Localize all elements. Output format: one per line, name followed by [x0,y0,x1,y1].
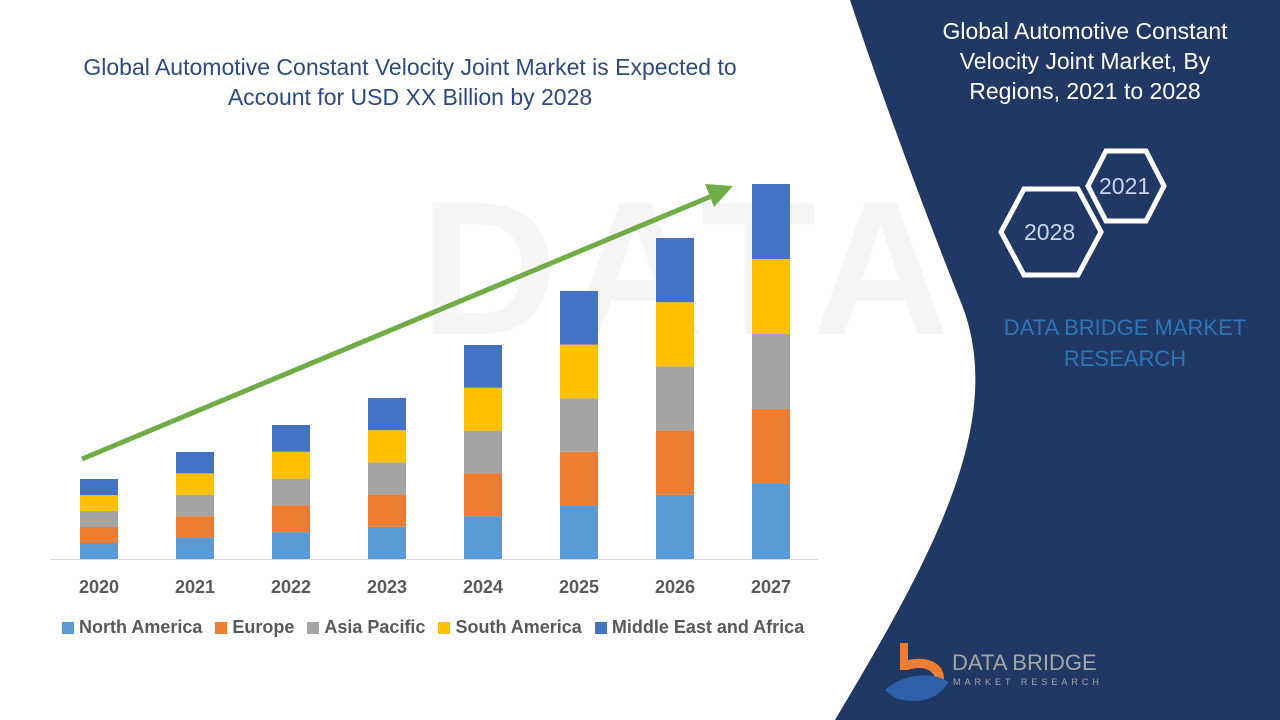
x-tick-label: 2023 [367,577,407,597]
bar-segment-2021-europe [176,516,214,538]
chart-title: Global Automotive Constant Velocity Join… [83,54,737,110]
legend-item: South America [438,617,582,638]
legend-item: Middle East and Africa [594,617,805,638]
logo-icon [885,643,948,702]
bar-segment-2023-south-america [368,430,406,463]
legend-item: Asia Pacific [307,617,425,638]
bar-segment-2025-asia-pacific [560,398,598,452]
x-tick-label: 2026 [655,577,695,597]
side-panel-title: Global Automotive Constant Velocity Join… [942,18,1228,104]
bar-segment-2022-europe [272,505,310,533]
x-tick-label: 2021 [175,577,215,597]
bar-segment-2026-middle-east-and-africa [656,238,694,303]
bar-segment-2026-europe [656,430,694,495]
bar-segment-2025-europe [560,451,598,506]
legend-label: Middle East and Africa [611,617,805,637]
hexagon-2021 [1085,148,1167,224]
bar-segment-2026-south-america [656,302,694,367]
bar-segment-2023-europe [368,494,406,527]
legend-item: North America [62,617,202,638]
bar-segment-2020-south-america [80,495,118,511]
bar-segment-2025-south-america [560,344,598,399]
x-tick-label: 2027 [751,577,791,597]
bar-segment-2021-north-america [176,537,214,559]
bar-segment-2021-middle-east-and-africa [176,452,214,474]
legend-item: Europe [215,617,294,638]
bar-segment-2020-europe [80,527,118,543]
hex-year-2028: 2028 [1024,219,1076,245]
bar-segment-2020-middle-east-and-africa [80,479,118,495]
bar-segment-2022-asia-pacific [272,478,310,506]
bar-segment-2024-asia-pacific [464,430,502,474]
legend-swatch [438,621,451,634]
bar-segment-2024-south-america [464,387,502,431]
bar-segment-2027-north-america [752,484,790,559]
x-tick-label: 2024 [463,577,503,597]
bar-segment-2027-south-america [752,259,790,334]
bar-segment-2024-north-america [464,516,502,559]
hexagon-2028 [998,186,1104,278]
legend-label: Asia Pacific [324,617,426,637]
legend-swatch [62,621,74,634]
legend-label: North America [79,617,203,637]
bar-segment-2022-middle-east-and-africa [272,425,310,452]
legend-swatch [215,621,228,634]
bar-segment-2020-asia-pacific [80,511,118,527]
brand-text: DATA BRIDGE MARKET RESEARCH [1003,315,1247,371]
legend-swatch [594,621,607,634]
bar-segment-2023-north-america [368,526,406,559]
legend-label: Europe [232,617,295,637]
bar-segment-2026-asia-pacific [656,366,694,431]
bar-segment-2022-north-america [272,532,310,559]
hex-year-2021: 2021 [1099,173,1151,199]
bar-segment-2027-middle-east-and-africa [752,184,790,259]
bar-segment-2023-middle-east-and-africa [368,398,406,431]
bar-segment-2024-middle-east-and-africa [464,345,502,388]
bar-segment-2027-europe [752,409,790,484]
bar-segment-2025-middle-east-and-africa [560,291,598,345]
trend-arrow-head-icon [705,184,733,207]
bar-segment-2024-europe [464,473,502,517]
bar-segment-2027-asia-pacific [752,334,790,409]
bar-segment-2022-south-america [272,451,310,479]
logo-name: DATA BRIDGE [952,650,1097,675]
logo-sub: MARKET RESEARCH [953,677,1103,687]
bar-segment-2023-asia-pacific [368,462,406,495]
legend-label: South America [455,617,582,637]
trend-arrow-line [81,193,713,462]
x-tick-label: 2025 [559,577,599,597]
bar-segment-2021-asia-pacific [176,494,214,517]
bar-segment-2021-south-america [176,473,214,495]
x-tick-label: 2022 [271,577,311,597]
x-tick-label: 2020 [79,577,119,597]
side-panel [835,0,1280,720]
legend: North America Europe Asia Pacific South Ame… [62,617,804,638]
bar-segment-2026-north-america [656,494,694,559]
bar-segment-2020-north-america [80,543,118,559]
legend-swatch [307,621,320,634]
bar-segment-2025-north-america [560,505,598,559]
